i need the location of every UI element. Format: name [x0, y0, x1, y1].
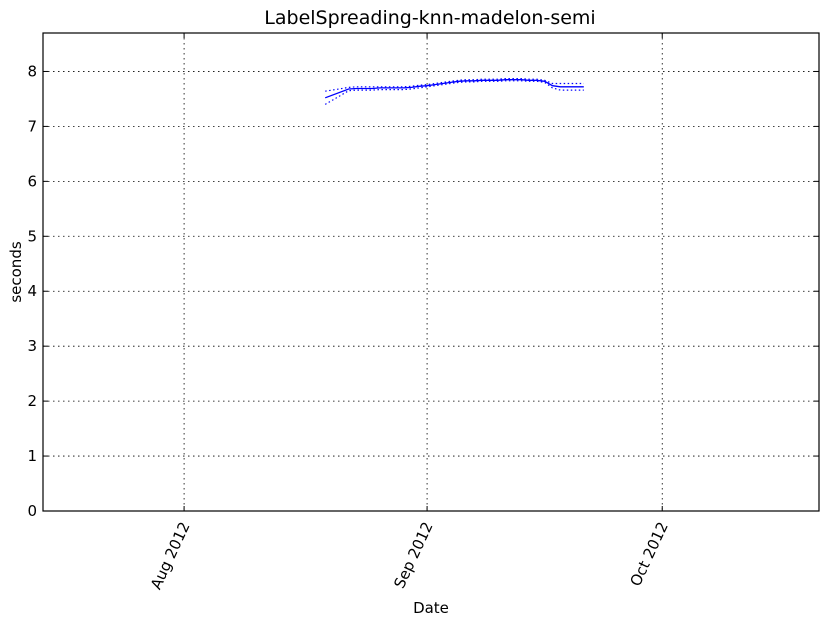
- series-line-mean: [324, 79, 584, 99]
- x-tick-label-0: Aug 2012: [147, 519, 194, 592]
- series-line-upper-bound: [325, 77, 584, 92]
- y-tick-label-7: 7: [27, 117, 37, 135]
- y-tick-label-0: 0: [27, 502, 37, 520]
- y-tick-label-4: 4: [27, 282, 37, 300]
- series-layer: [324, 77, 584, 105]
- y-tick-label-8: 8: [27, 62, 37, 80]
- y-tick-label-3: 3: [27, 337, 37, 355]
- y-axis-label: seconds: [7, 241, 25, 302]
- grid: [43, 33, 819, 511]
- x-tick-label-2: Oct 2012: [626, 519, 671, 589]
- series-line-lower-bound: [324, 80, 584, 105]
- y-tick-label-6: 6: [27, 172, 37, 190]
- y-tick-label-2: 2: [27, 392, 37, 410]
- y-tick-label-1: 1: [27, 447, 37, 465]
- axis-ticks: 0 1 2 3 4 5 6 7 8 Aug 2012 Sep 2012 Oct 2012: [27, 33, 819, 592]
- chart-title: LabelSpreading-knn-madelon-semi: [264, 7, 595, 29]
- x-tick-label-1: Sep 2012: [390, 519, 436, 591]
- y-tick-label-5: 5: [27, 227, 37, 245]
- x-axis-label: Date: [413, 599, 449, 617]
- plot-frame: [42, 32, 820, 512]
